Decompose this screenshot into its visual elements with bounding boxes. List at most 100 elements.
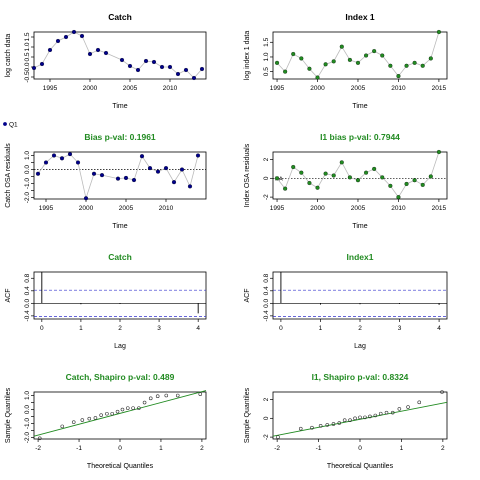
qq-point <box>298 426 303 431</box>
data-point <box>339 160 344 165</box>
qq-point <box>348 418 352 423</box>
x-tick-label: 3 <box>157 325 161 332</box>
data-point <box>95 47 101 53</box>
y-tick-label: 0.8 <box>24 273 31 282</box>
data-point <box>183 67 189 73</box>
y-tick-label: 0.0 <box>263 298 270 307</box>
x-tick-label: 0 <box>279 325 283 332</box>
x-tick-label: 1995 <box>270 85 285 92</box>
x-tick-label: -1 <box>316 445 322 452</box>
x-tick-label: 2005 <box>351 85 366 92</box>
qq-point <box>37 436 42 441</box>
data-point <box>139 154 145 159</box>
data-point <box>388 63 393 68</box>
data-point <box>79 33 85 39</box>
x-tick-label: -1 <box>76 445 82 452</box>
qq-point <box>331 422 336 426</box>
data-point <box>339 44 344 49</box>
x-tick-label: 0 <box>358 445 362 452</box>
qq-point <box>137 406 141 410</box>
panel-title: Index1 <box>347 252 374 262</box>
data-point <box>355 178 361 183</box>
qq-point <box>342 418 347 423</box>
x-tick-label: 2005 <box>123 85 138 92</box>
plot-frame <box>33 31 207 80</box>
data-point <box>171 180 177 185</box>
qq-point <box>87 416 92 421</box>
data-point <box>187 184 193 189</box>
data-point <box>51 153 57 158</box>
qq-reference-line <box>33 390 207 437</box>
data-point <box>412 60 417 65</box>
x-tick-label: 1 <box>159 445 163 452</box>
x-tick-label: -2 <box>35 445 41 452</box>
y-tick-label: -2 <box>263 434 270 440</box>
y-tick-label: 0.4 <box>24 286 31 295</box>
data-point <box>404 181 409 187</box>
data-point <box>291 164 296 170</box>
data-point <box>315 185 320 190</box>
y-tick-label: 0 <box>263 416 270 420</box>
plot-frame <box>33 391 207 440</box>
data-point <box>323 171 328 176</box>
x-tick-label: 2000 <box>79 205 94 212</box>
data-point <box>347 175 352 180</box>
data-point <box>315 75 320 80</box>
data-point <box>147 166 153 171</box>
y-tick-label: 0.5 <box>24 52 31 61</box>
x-tick-label: 2 <box>441 445 445 452</box>
qq-point <box>406 405 410 409</box>
qq-point <box>131 406 135 410</box>
qq-point <box>93 416 98 420</box>
x-tick-label: 2010 <box>391 205 406 212</box>
na-label: NA <box>275 176 283 182</box>
x-tick-label: 2 <box>118 325 122 332</box>
qq-point <box>175 393 180 398</box>
data-point <box>67 152 73 157</box>
qq-point <box>378 411 383 416</box>
x-tick-label: 2015 <box>432 205 447 212</box>
data-point <box>103 50 109 56</box>
data-point <box>364 170 369 175</box>
y-axis-label: log index 1 data <box>244 31 251 81</box>
panel-title: Bias p-val: 0.1961 <box>84 132 156 142</box>
plot-frame <box>272 271 448 320</box>
y-tick-label: 1.5 <box>24 32 31 41</box>
data-point <box>151 59 157 65</box>
data-point <box>119 57 125 63</box>
data-point <box>380 53 385 58</box>
data-point <box>135 67 141 73</box>
data-point <box>299 170 304 175</box>
qq-point <box>276 435 280 439</box>
data-point <box>388 183 393 188</box>
x-tick-label: 2010 <box>391 85 406 92</box>
qq-point <box>115 409 120 414</box>
data-point <box>428 56 433 61</box>
y-axis-label: Index OSA residuals <box>244 143 251 207</box>
data-point <box>355 60 361 65</box>
data-point <box>307 66 312 71</box>
x-axis-label: Time <box>112 103 127 110</box>
qq-point <box>353 416 357 421</box>
qq-point <box>71 420 76 424</box>
x-tick-label: 2015 <box>432 85 447 92</box>
data-point <box>55 38 61 44</box>
panel-title: Index 1 <box>345 12 375 22</box>
x-tick-label: 3 <box>398 325 402 332</box>
x-axis-label: Time <box>352 223 367 230</box>
x-axis-label: Lag <box>114 343 126 350</box>
data-point <box>274 176 280 181</box>
panel-title: I1 bias p-val: 0.7944 <box>320 132 400 142</box>
plot-frame <box>33 151 207 200</box>
x-tick-label: 2005 <box>119 205 134 212</box>
qq-point <box>440 390 444 394</box>
panel-index-ts: Index 1 1995 2000 2005 2010 2015 0.5 1.0 1.5 Time… <box>244 12 448 110</box>
x-tick-label: 2000 <box>310 205 325 212</box>
data-point <box>323 62 328 67</box>
y-tick-label: 1.0 <box>263 52 270 61</box>
data-point <box>115 176 121 181</box>
qq-point <box>105 411 109 416</box>
panel-catch-res: Bias p-val: 0.1961 1995 2000 2005 2010 -2.0 -1… <box>3 122 207 230</box>
panel-catch-acf: Catch 0 1 2 3 4 -0.4 0.0 0.4 0.8 Lag ACF <box>5 252 207 350</box>
